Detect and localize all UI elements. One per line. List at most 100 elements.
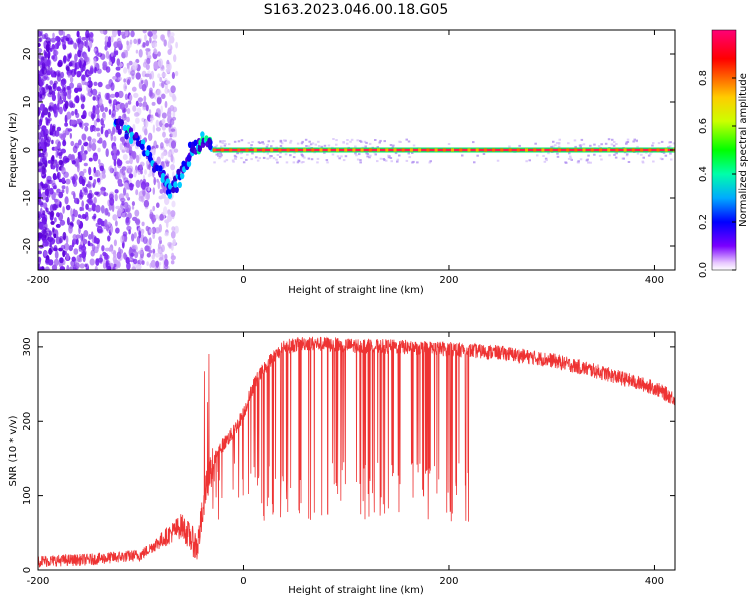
noise-speckle <box>68 153 73 160</box>
carrier-haze <box>636 152 640 155</box>
spectrogram-panel: -200 0 200 400 -20 -10 0 10 20 Height of straigh… <box>8 29 676 296</box>
noise-speckle <box>91 142 97 152</box>
noise-speckle <box>98 159 101 165</box>
noise-speckle <box>92 152 99 162</box>
noise-speckle <box>158 223 162 233</box>
noise-speckle <box>51 264 58 270</box>
noise-speckle <box>142 42 146 48</box>
noise-speckle <box>170 153 174 163</box>
noise-speckle <box>126 108 131 115</box>
carrier-haze <box>598 154 602 157</box>
noise-speckle <box>53 110 58 118</box>
carrier-haze <box>374 153 377 156</box>
noise-speckle <box>174 70 179 77</box>
noise-speckle <box>88 200 94 206</box>
snr-ylabel: SNR (10 * v/v) <box>8 415 19 486</box>
carrier-haze <box>587 161 591 164</box>
noise-speckle <box>68 245 74 252</box>
noise-speckle <box>52 32 55 39</box>
carrier-haze <box>369 154 372 157</box>
carrier-dot <box>278 148 282 152</box>
carrier-haze <box>338 157 341 160</box>
carrier-haze <box>303 156 306 159</box>
carrier-haze <box>652 142 655 145</box>
noise-speckle <box>68 62 73 67</box>
carrier-haze <box>608 154 611 157</box>
noise-speckle <box>116 251 122 260</box>
noise-speckle <box>134 244 138 250</box>
noise-speckle <box>129 155 134 165</box>
noise-speckle <box>122 154 128 161</box>
colorbar-tick-label: 0.4 <box>698 166 709 182</box>
noise-speckle <box>96 132 101 137</box>
carrier-haze <box>534 142 537 145</box>
noise-speckle <box>44 53 48 59</box>
noise-speckle <box>131 201 135 207</box>
noise-speckle <box>160 105 163 114</box>
noise-speckle <box>168 123 172 128</box>
noise-speckle <box>150 259 156 268</box>
carrier-haze <box>284 153 288 156</box>
noise-speckle <box>164 123 170 128</box>
carrier-dot <box>262 148 265 152</box>
track-blob <box>176 168 181 176</box>
noise-speckle <box>45 259 51 265</box>
carrier-dot <box>599 148 602 152</box>
noise-speckle <box>105 50 110 60</box>
carrier-haze <box>525 160 528 163</box>
carrier-haze <box>383 140 386 143</box>
carrier-haze <box>276 154 280 156</box>
noise-speckle <box>110 35 114 43</box>
noise-speckle <box>75 112 80 119</box>
noise-speckle <box>66 85 71 91</box>
noise-speckle <box>157 51 161 57</box>
noise-speckle <box>152 80 155 89</box>
carrier-haze <box>382 158 386 160</box>
carrier-haze <box>547 152 550 155</box>
noise-speckle <box>81 74 86 81</box>
carrier-haze <box>407 140 411 143</box>
track-blob <box>145 149 150 157</box>
noise-speckle <box>40 115 43 123</box>
noise-speckle <box>100 53 106 60</box>
track-blob <box>140 143 145 151</box>
noise-speckle <box>39 78 45 86</box>
noise-speckle <box>137 250 143 255</box>
x-tick-label: 0 <box>240 576 246 587</box>
noise-speckle <box>91 111 95 116</box>
carrier-haze <box>579 145 582 148</box>
noise-speckle <box>56 143 61 150</box>
noise-speckle <box>71 119 77 125</box>
carrier-haze <box>411 152 414 154</box>
carrier-haze <box>285 161 289 164</box>
noise-speckle <box>87 193 93 200</box>
noise-speckle <box>38 232 43 239</box>
noise-speckle <box>77 152 81 159</box>
carrier-dot <box>360 148 364 152</box>
noise-speckle <box>69 40 74 45</box>
noise-speckle <box>59 133 64 139</box>
carrier-haze <box>267 140 271 143</box>
carrier-haze <box>340 155 343 158</box>
noise-speckle <box>88 76 92 82</box>
noise-speckle <box>113 159 117 167</box>
carrier-haze <box>412 144 416 147</box>
noise-speckle <box>48 86 53 95</box>
carrier-haze <box>289 139 293 142</box>
carrier-haze <box>323 144 327 147</box>
noise-speckle <box>66 33 71 39</box>
noise-speckle <box>51 165 56 170</box>
noise-speckle <box>78 226 81 235</box>
snr-frame <box>37 331 676 571</box>
track-blob <box>193 139 198 146</box>
noise-speckle <box>52 83 56 90</box>
noise-speckle <box>38 256 42 263</box>
noise-speckle <box>71 160 76 165</box>
carrier-haze <box>221 142 225 145</box>
carrier-dot <box>640 148 644 152</box>
noise-speckle <box>51 128 57 137</box>
noise-speckle <box>139 164 143 170</box>
noise-speckle <box>43 202 48 209</box>
noise-speckle <box>60 244 66 250</box>
noise-speckle <box>124 30 129 37</box>
